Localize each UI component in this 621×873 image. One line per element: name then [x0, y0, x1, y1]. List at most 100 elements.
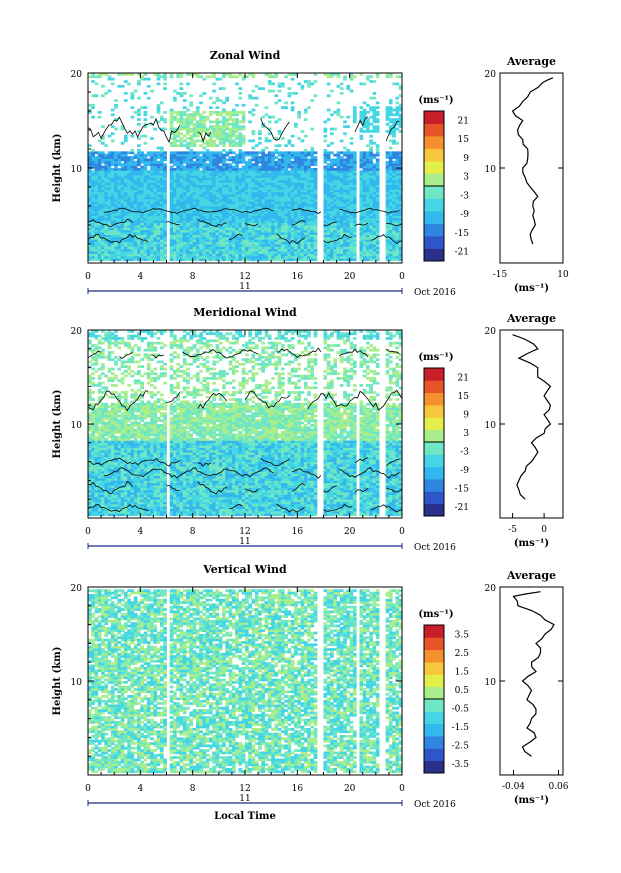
heatmap-cell: [375, 168, 380, 171]
heatmap-cell: [137, 213, 141, 216]
heatmap-cell: [215, 208, 220, 212]
heatmap-cell: [235, 144, 239, 148]
heatmap-cell: [192, 244, 197, 247]
heatmap-cell: [326, 203, 331, 207]
heatmap-cell: [163, 232, 167, 235]
heatmap-cell: [169, 222, 174, 226]
heatmap-cell: [261, 251, 266, 254]
heatmap-cell: [222, 246, 226, 250]
heatmap-cell: [110, 251, 115, 254]
heatmap-cell: [173, 258, 177, 262]
heatmap-cell: [235, 246, 239, 250]
heatmap-cell: [176, 227, 180, 231]
heatmap-cell: [189, 118, 194, 121]
heatmap-cell: [395, 168, 400, 171]
heatmap-cell: [326, 189, 331, 193]
heatmap-cell: [352, 184, 357, 188]
heatmap-cell: [303, 248, 308, 252]
heatmap-cell: [369, 115, 373, 119]
heatmap-cell: [261, 125, 266, 129]
heatmap-cell: [209, 196, 213, 200]
heatmap-cell: [235, 168, 239, 171]
heatmap-cell: [88, 158, 92, 162]
heatmap-cell: [313, 189, 318, 193]
heatmap-cell: [228, 213, 233, 216]
heatmap-cell: [303, 220, 308, 224]
heatmap-cell: [388, 182, 393, 186]
heatmap-cell: [114, 191, 118, 195]
heatmap-cell: [290, 215, 295, 219]
heatmap-cell: [127, 239, 131, 243]
heatmap-cell: [238, 236, 243, 240]
heatmap-cell: [238, 225, 243, 228]
heatmap-cell: [336, 196, 341, 200]
heatmap-cell: [104, 144, 109, 148]
heatmap-cell: [146, 246, 151, 250]
heatmap-cell: [215, 253, 220, 257]
heatmap-cell: [277, 153, 282, 157]
heatmap-cell: [153, 246, 158, 250]
heatmap-cell: [359, 246, 364, 250]
heatmap-cell: [258, 255, 262, 259]
heatmap-cell: [163, 156, 167, 159]
heatmap-cell: [280, 227, 285, 231]
heatmap-cell: [372, 165, 377, 169]
heatmap-cell: [231, 182, 236, 186]
heatmap-cell: [238, 239, 243, 243]
heatmap-cell: [245, 189, 249, 193]
heatmap-cell: [271, 258, 275, 262]
heatmap-cell: [146, 163, 151, 167]
heatmap-cell: [235, 163, 239, 167]
colorbar-segment: [424, 111, 444, 124]
heatmap-cell: [192, 206, 197, 209]
heatmap-cell: [369, 182, 373, 186]
heatmap-cell: [238, 232, 243, 235]
heatmap-cell: [97, 73, 102, 76]
heatmap-cell: [245, 225, 249, 228]
heatmap-cell: [146, 220, 151, 224]
heatmap-cell: [366, 194, 370, 197]
heatmap-cell: [218, 248, 223, 252]
heatmap-cell: [176, 111, 180, 114]
heatmap-cell: [388, 99, 393, 102]
heatmap-cell: [114, 187, 118, 190]
heatmap-cell: [137, 241, 141, 245]
heatmap-cell: [140, 172, 144, 176]
heatmap-cell: [127, 82, 131, 86]
heatmap-cell: [271, 232, 275, 235]
heatmap-cell: [123, 151, 128, 155]
heatmap-cell: [274, 170, 279, 174]
heatmap-cell: [143, 170, 148, 174]
heatmap-cell: [392, 198, 396, 202]
heatmap-cell: [330, 73, 334, 76]
heatmap-cell: [313, 206, 318, 209]
heatmap-cell: [362, 120, 367, 124]
heatmap-cell: [310, 206, 315, 209]
heatmap-cell: [372, 172, 377, 176]
heatmap-cell: [88, 494, 92, 498]
heatmap-cell: [156, 203, 161, 207]
heatmap-cell: [199, 189, 203, 193]
heatmap-cell: [169, 194, 174, 197]
heatmap-cell: [205, 153, 210, 157]
heatmap-cell: [173, 132, 177, 136]
heatmap-cell: [303, 158, 308, 162]
heatmap-cell: [307, 165, 311, 169]
heatmap-cell: [173, 172, 177, 176]
heatmap-cell: [287, 239, 292, 243]
heatmap-cell: [189, 201, 194, 205]
heatmap-cell: [228, 203, 233, 207]
heatmap-cell: [303, 246, 308, 250]
heatmap-cell: [330, 158, 334, 162]
heatmap-cell: [120, 244, 125, 247]
heatmap-cell: [280, 84, 285, 88]
heatmap-cell: [202, 191, 207, 195]
heatmap-cell: [352, 115, 357, 119]
heatmap-cell: [277, 184, 282, 188]
heatmap-cell: [284, 227, 288, 231]
heatmap-cell: [127, 229, 131, 233]
heatmap-cell: [369, 191, 373, 195]
heatmap-cell: [209, 75, 213, 79]
heatmap-cell: [156, 222, 161, 226]
colorbar-segment: [424, 236, 444, 249]
